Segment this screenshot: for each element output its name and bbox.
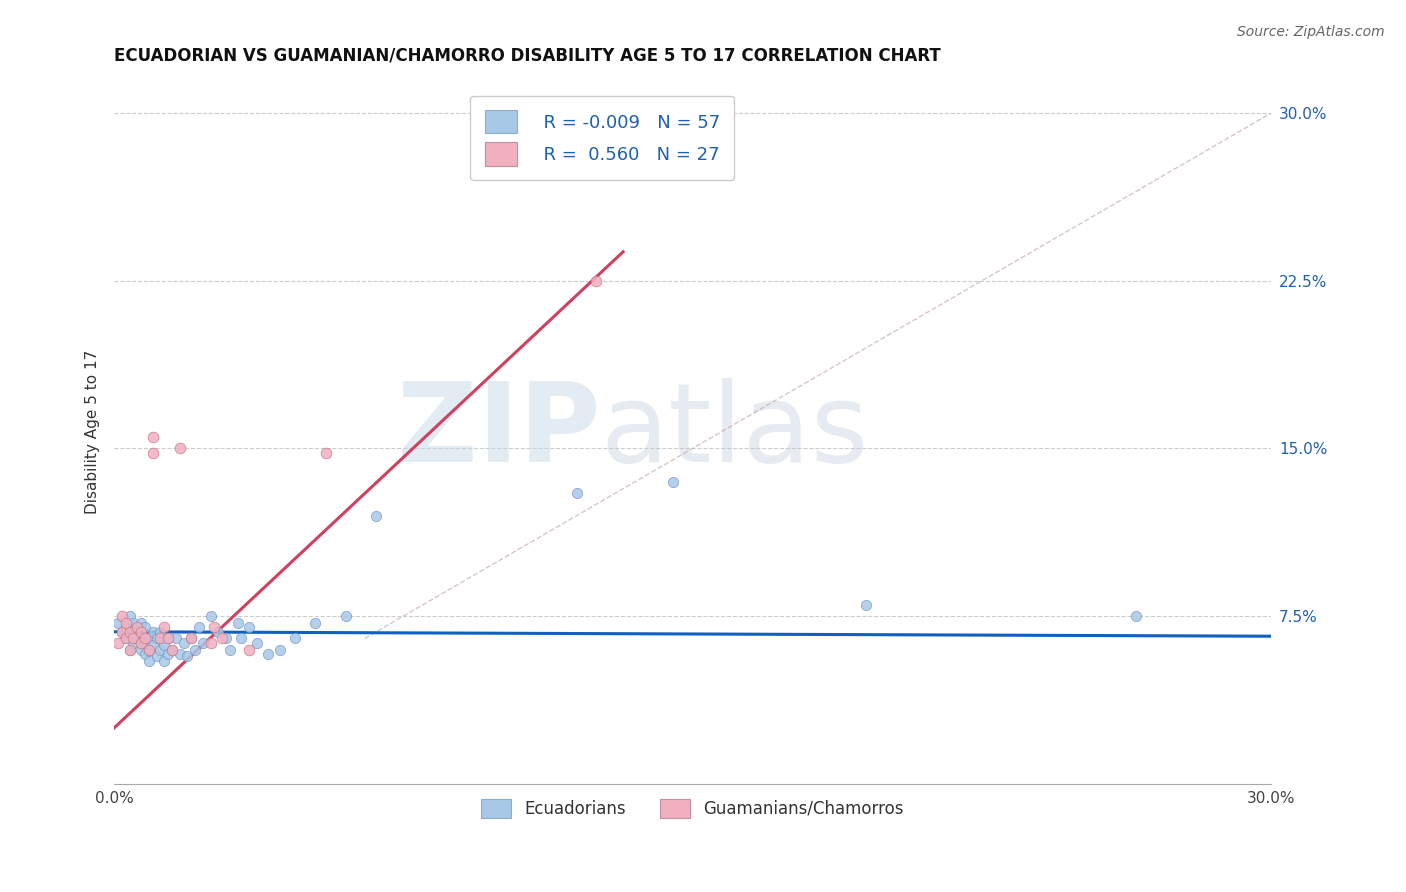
Point [122,632,145,646]
Point [157,632,180,646]
Point [315,446,337,460]
Point [127,620,149,634]
Point [122,615,145,630]
Point [142,624,165,639]
Point [134,647,156,661]
Point [111,624,134,639]
Point [107,615,129,630]
Point [200,636,222,650]
Point [207,624,229,639]
Point [127,632,149,646]
Point [169,442,191,456]
Text: ZIP: ZIP [396,378,600,485]
Point [366,508,388,523]
Point [153,638,176,652]
Point [142,446,165,460]
Point [304,615,326,630]
Point [204,620,226,634]
Point [269,642,291,657]
Text: Source: ZipAtlas.com: Source: ZipAtlas.com [1237,25,1385,39]
Point [118,609,141,624]
Point [127,620,149,634]
Point [188,620,211,634]
Point [180,632,202,646]
Point [1125,609,1147,624]
Point [138,642,160,657]
Point [218,642,240,657]
Point [246,636,269,650]
Point [111,624,134,639]
Point [200,609,222,624]
Point [238,642,260,657]
Point [114,632,136,646]
Point [165,632,187,646]
Y-axis label: Disability Age 5 to 17: Disability Age 5 to 17 [86,350,100,514]
Point [157,632,180,646]
Point [134,620,156,634]
Point [129,642,152,657]
Point [238,620,260,634]
Point [118,624,141,639]
Point [160,642,183,657]
Point [662,475,685,489]
Point [231,632,253,646]
Legend: Ecuadorians, Guamanians/Chamorros: Ecuadorians, Guamanians/Chamorros [475,792,910,825]
Point [149,624,172,639]
Point [585,274,607,288]
Point [160,642,183,657]
Point [565,486,588,500]
Point [114,632,136,646]
Point [107,636,129,650]
Point [157,647,180,661]
Point [138,654,160,668]
Point [176,649,198,664]
Point [129,615,152,630]
Point [211,632,233,646]
Point [855,598,877,612]
Point [145,632,167,646]
Point [215,632,238,646]
Point [111,609,134,624]
Point [184,642,207,657]
Point [145,649,167,664]
Text: atlas: atlas [600,378,869,485]
Point [129,632,152,646]
Point [114,615,136,630]
Point [138,642,160,657]
Point [149,642,172,657]
Point [138,632,160,646]
Point [114,620,136,634]
Point [335,609,357,624]
Point [129,624,152,639]
Point [226,615,249,630]
Point [142,430,165,444]
Point [122,624,145,639]
Text: ECUADORIAN VS GUAMANIAN/CHAMORRO DISABILITY AGE 5 TO 17 CORRELATION CHART: ECUADORIAN VS GUAMANIAN/CHAMORRO DISABIL… [114,46,941,64]
Point [134,632,156,646]
Point [180,632,202,646]
Point [118,642,141,657]
Point [153,654,176,668]
Point [169,647,191,661]
Point [153,620,176,634]
Point [129,636,152,650]
Point [118,642,141,657]
Point [134,636,156,650]
Point [257,647,280,661]
Point [191,636,214,650]
Point [122,636,145,650]
Point [284,632,307,646]
Point [142,638,165,652]
Point [149,632,172,646]
Point [173,636,195,650]
